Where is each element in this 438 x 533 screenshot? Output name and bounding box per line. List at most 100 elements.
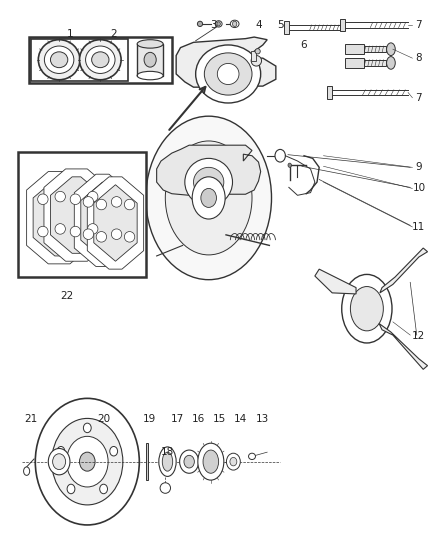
- Ellipse shape: [202, 450, 218, 473]
- Text: 2: 2: [110, 29, 117, 39]
- Text: 9: 9: [415, 163, 421, 172]
- Text: 20: 20: [96, 415, 110, 424]
- Ellipse shape: [83, 197, 93, 207]
- Ellipse shape: [67, 484, 75, 494]
- Ellipse shape: [70, 227, 81, 237]
- Ellipse shape: [230, 20, 238, 28]
- Ellipse shape: [124, 231, 134, 242]
- Ellipse shape: [184, 158, 232, 206]
- Ellipse shape: [274, 149, 285, 162]
- Ellipse shape: [85, 46, 115, 74]
- Text: 22: 22: [60, 290, 74, 301]
- Ellipse shape: [386, 56, 394, 69]
- Ellipse shape: [248, 453, 255, 459]
- Ellipse shape: [160, 483, 170, 494]
- Ellipse shape: [193, 167, 223, 197]
- Ellipse shape: [230, 457, 236, 466]
- Ellipse shape: [66, 437, 108, 487]
- Ellipse shape: [38, 227, 48, 237]
- Ellipse shape: [96, 199, 106, 210]
- Ellipse shape: [386, 43, 394, 55]
- Bar: [31, 39, 128, 81]
- Bar: [145, 443, 148, 480]
- Ellipse shape: [137, 39, 163, 48]
- Ellipse shape: [287, 163, 291, 167]
- Bar: [364, 60, 385, 66]
- Bar: [339, 19, 344, 31]
- Ellipse shape: [251, 55, 261, 66]
- Ellipse shape: [50, 52, 67, 68]
- Text: 7: 7: [415, 20, 421, 30]
- Text: 13: 13: [256, 415, 269, 424]
- Text: 16: 16: [192, 415, 205, 424]
- Ellipse shape: [124, 199, 134, 210]
- Bar: [326, 86, 332, 99]
- Ellipse shape: [226, 453, 240, 470]
- Ellipse shape: [38, 194, 48, 205]
- Text: 18: 18: [160, 447, 174, 457]
- Polygon shape: [314, 269, 355, 294]
- Polygon shape: [176, 37, 275, 87]
- Ellipse shape: [159, 447, 176, 477]
- Ellipse shape: [70, 194, 81, 205]
- Ellipse shape: [111, 197, 121, 207]
- Ellipse shape: [192, 177, 225, 219]
- Polygon shape: [156, 145, 260, 195]
- Text: 8: 8: [415, 53, 421, 63]
- Text: 11: 11: [411, 222, 424, 232]
- Ellipse shape: [79, 452, 95, 471]
- Polygon shape: [87, 177, 143, 269]
- Polygon shape: [378, 324, 427, 369]
- Bar: [137, 44, 163, 76]
- Text: 19: 19: [142, 415, 155, 424]
- Polygon shape: [94, 185, 137, 261]
- Bar: [251, 51, 256, 61]
- Text: 6: 6: [300, 40, 307, 50]
- Text: 1: 1: [67, 29, 73, 39]
- Ellipse shape: [198, 443, 223, 480]
- Ellipse shape: [145, 116, 271, 280]
- Text: 15: 15: [212, 415, 226, 424]
- Ellipse shape: [44, 46, 74, 74]
- Ellipse shape: [83, 423, 91, 433]
- Ellipse shape: [350, 287, 382, 331]
- Polygon shape: [44, 169, 109, 261]
- Ellipse shape: [144, 52, 156, 67]
- Ellipse shape: [24, 467, 30, 475]
- Ellipse shape: [92, 52, 109, 68]
- Ellipse shape: [216, 22, 220, 26]
- Bar: [364, 46, 385, 52]
- Text: 14: 14: [233, 415, 246, 424]
- Ellipse shape: [111, 229, 121, 239]
- Ellipse shape: [79, 39, 121, 80]
- Ellipse shape: [87, 191, 98, 202]
- Ellipse shape: [217, 63, 238, 85]
- Ellipse shape: [204, 53, 251, 95]
- Ellipse shape: [38, 39, 80, 80]
- Ellipse shape: [52, 418, 123, 505]
- Bar: [344, 44, 364, 54]
- Bar: [29, 37, 171, 83]
- Bar: [283, 21, 288, 34]
- Ellipse shape: [184, 455, 194, 468]
- Ellipse shape: [165, 141, 251, 255]
- Text: 21: 21: [24, 415, 38, 424]
- Bar: [344, 58, 364, 68]
- Ellipse shape: [179, 450, 198, 473]
- Ellipse shape: [57, 447, 65, 456]
- Ellipse shape: [87, 224, 98, 234]
- Ellipse shape: [232, 21, 236, 27]
- Text: 4: 4: [254, 20, 261, 30]
- Ellipse shape: [96, 231, 106, 242]
- Ellipse shape: [254, 49, 260, 54]
- Text: 12: 12: [411, 331, 424, 341]
- Ellipse shape: [215, 21, 222, 27]
- Ellipse shape: [197, 21, 202, 27]
- Bar: [18, 151, 145, 277]
- Text: 5: 5: [276, 20, 283, 30]
- Ellipse shape: [162, 452, 172, 471]
- Polygon shape: [27, 172, 92, 264]
- Ellipse shape: [83, 229, 93, 239]
- Polygon shape: [74, 174, 131, 266]
- Polygon shape: [81, 182, 124, 259]
